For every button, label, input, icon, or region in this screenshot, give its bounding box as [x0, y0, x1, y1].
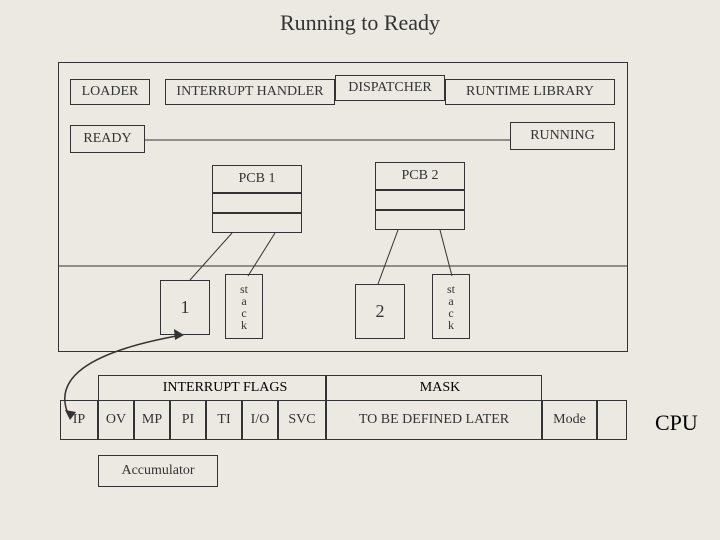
- to-be-defined-box: TO BE DEFINED LATER: [326, 400, 542, 440]
- pcb2-row1: [375, 190, 465, 210]
- stack-char: st: [447, 283, 455, 295]
- main-frame: [58, 62, 628, 352]
- stack-char: c: [241, 307, 246, 319]
- mp-box: MP: [134, 400, 170, 440]
- stack-1-text: st a c k: [240, 283, 248, 331]
- interrupt-handler-box: INTERRUPT HANDLER: [165, 79, 335, 105]
- stack-char: k: [241, 319, 247, 331]
- runtime-library-box: RUNTIME LIBRARY: [445, 79, 615, 105]
- pcb1-box: PCB 1: [212, 165, 302, 193]
- pcb2-row2: [375, 210, 465, 230]
- stack-char: a: [241, 295, 246, 307]
- ip-box: IP: [60, 400, 98, 440]
- diagram-title: Running to Ready: [0, 10, 720, 36]
- pcb1-row1: [212, 193, 302, 213]
- stack-2-text: st a c k: [447, 283, 455, 331]
- process-1-box: 1: [160, 280, 210, 335]
- process-2-box: 2: [355, 284, 405, 339]
- io-box: I/O: [242, 400, 278, 440]
- accumulator-box: Accumulator: [98, 455, 218, 487]
- mode-box: Mode: [542, 400, 597, 440]
- ready-box: READY: [70, 125, 145, 153]
- pi-box: PI: [170, 400, 206, 440]
- loader-box: LOADER: [70, 79, 150, 105]
- cpu-extra-box: [597, 400, 627, 440]
- running-box: RUNNING: [510, 122, 615, 150]
- cpu-label: CPU: [655, 410, 698, 436]
- interrupt-flags-header-box: [98, 375, 326, 400]
- ov-box: OV: [98, 400, 134, 440]
- svc-box: SVC: [278, 400, 326, 440]
- pcb2-box: PCB 2: [375, 162, 465, 190]
- stack-char: a: [448, 295, 453, 307]
- stack-1-box: st a c k: [225, 274, 263, 339]
- stack-char: k: [448, 319, 454, 331]
- dispatcher-box: DISPATCHER: [335, 75, 445, 101]
- stack-char: c: [448, 307, 453, 319]
- stack-2-box: st a c k: [432, 274, 470, 339]
- mask-header-box: [326, 375, 542, 400]
- stack-char: st: [240, 283, 248, 295]
- pcb1-row2: [212, 213, 302, 233]
- ti-box: TI: [206, 400, 242, 440]
